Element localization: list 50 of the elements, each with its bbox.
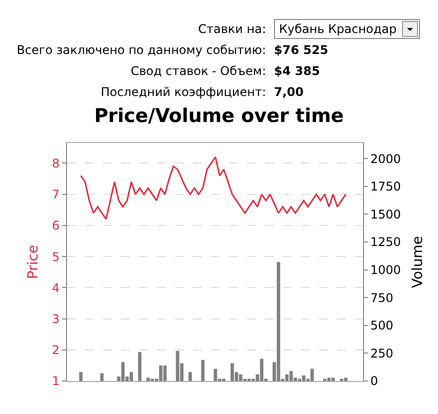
bar <box>260 358 264 381</box>
text: $76 525 <box>274 42 328 56</box>
y-axis-title: Price <box>26 244 42 280</box>
bar <box>138 352 142 381</box>
text: Всего заключено по данному событию: <box>16 42 267 56</box>
bar <box>331 378 335 381</box>
y2-tick-label: 2000 <box>370 152 401 166</box>
y2-tick-label: 750 <box>370 290 394 305</box>
y-tick-label: 1 <box>52 374 60 388</box>
bar <box>130 372 134 381</box>
y-tick-label: 4 <box>52 280 60 295</box>
text: Свод ставок - Объем: <box>130 64 267 78</box>
text: $4 385 <box>274 64 320 78</box>
team-select: Кубань Краснодар <box>274 18 420 38</box>
bar <box>230 363 234 381</box>
bar <box>146 378 150 381</box>
y-tick-label: 8 <box>52 156 60 170</box>
y-tick-label: 2 <box>52 343 60 358</box>
y2-tick-label: 1750 <box>370 180 401 194</box>
bar <box>310 368 314 381</box>
y2-tick-label: 1250 <box>370 235 401 250</box>
bar <box>285 374 289 381</box>
y2-tick-label: 1000 <box>370 262 401 277</box>
bar <box>289 370 293 381</box>
bar <box>344 378 348 381</box>
y-tick-label: 6 <box>52 218 60 233</box>
y2-axis-title: Volume <box>410 236 426 288</box>
y2-tick-label: 0 <box>370 374 378 388</box>
text: Последний коэффициент: <box>100 84 267 98</box>
y2-tick-label: 1500 <box>370 207 401 222</box>
y-tick-label: 5 <box>52 250 60 264</box>
bar <box>214 368 218 381</box>
y2-tick-label: 250 <box>370 346 394 360</box>
y-tick-label: 3 <box>52 312 60 326</box>
line-series <box>80 156 347 220</box>
bar <box>159 365 162 381</box>
bar <box>327 378 331 381</box>
bar <box>238 374 242 381</box>
chart-title: Price/Volume over time <box>94 104 344 127</box>
bar <box>79 372 83 381</box>
bar <box>201 360 204 381</box>
bar <box>100 373 104 381</box>
bar <box>302 375 306 381</box>
bar <box>176 350 180 381</box>
text: Ставки на: <box>197 22 267 36</box>
y2-tick-label: 500 <box>370 318 394 333</box>
text: 7,00 <box>274 84 304 98</box>
bar <box>121 362 125 381</box>
y-tick-label: 7 <box>52 188 60 202</box>
bar <box>188 372 192 381</box>
